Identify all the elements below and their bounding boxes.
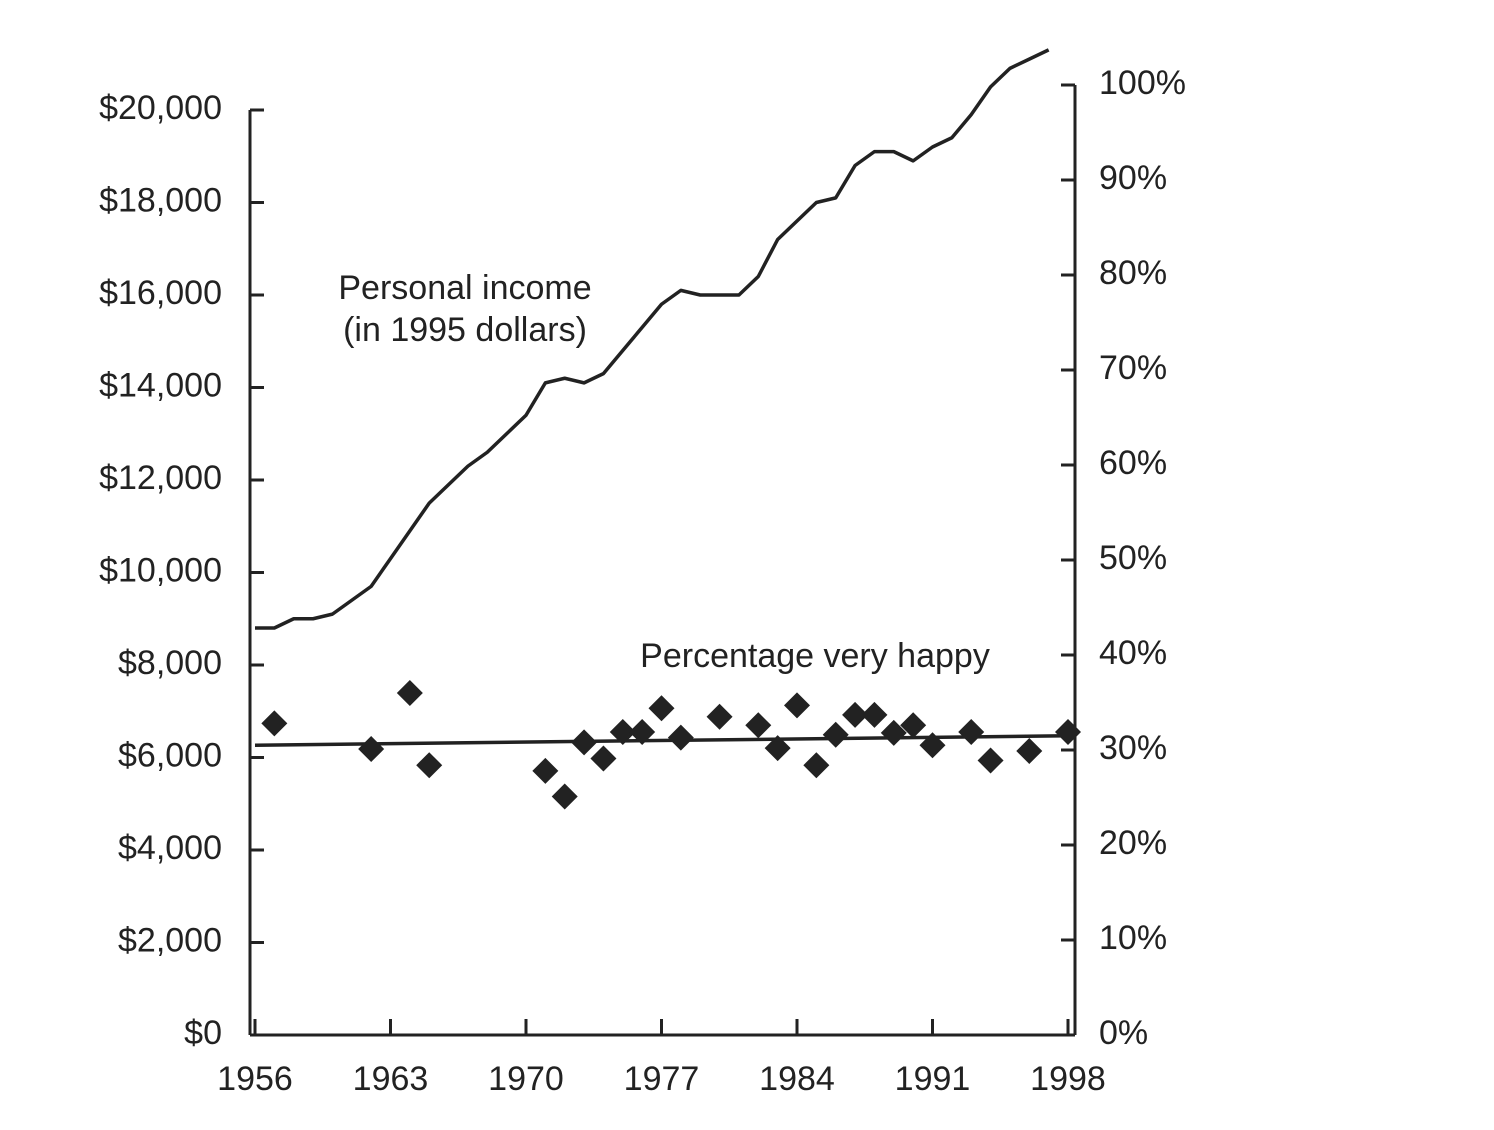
point [667, 724, 694, 751]
point [261, 710, 288, 737]
y2-tick-label: 70% [1099, 349, 1167, 387]
y-tick-label: $4,000 [118, 829, 222, 867]
x-tick-label: 1998 [1030, 1060, 1106, 1098]
point [416, 752, 443, 779]
y2-tick-label: 100% [1099, 64, 1186, 102]
point [532, 757, 559, 784]
point [1055, 718, 1081, 745]
y2-tick-label: 40% [1099, 634, 1167, 672]
point [764, 735, 791, 762]
point [629, 718, 656, 745]
x-tick-label: 1984 [759, 1060, 835, 1098]
point [900, 712, 927, 739]
annotation: Personal income [338, 269, 591, 307]
point [609, 718, 636, 745]
x-tick-label: 1991 [895, 1060, 971, 1098]
y2-tick-label: 60% [1099, 444, 1167, 482]
y2-tick-label: 50% [1099, 539, 1167, 577]
point [1016, 737, 1043, 764]
y2-tick-label: 10% [1099, 919, 1167, 957]
y2-tick-label: 20% [1099, 824, 1167, 862]
point [958, 718, 985, 745]
y-tick-label: $16,000 [99, 274, 222, 312]
point [706, 703, 733, 730]
x-tick-label: 1956 [217, 1060, 293, 1098]
point [648, 695, 675, 722]
point [590, 745, 617, 772]
point [822, 721, 849, 748]
point [842, 701, 869, 728]
point [358, 736, 385, 763]
x-tick-label: 1970 [488, 1060, 564, 1098]
point [551, 783, 578, 810]
annotation: (in 1995 dollars) [343, 311, 587, 349]
point [745, 712, 772, 739]
point [396, 680, 423, 706]
y-tick-label: $20,000 [99, 89, 222, 127]
line [255, 48, 1050, 630]
point [977, 747, 1004, 774]
x-tick-label: 1963 [353, 1060, 429, 1098]
y-tick-label: $12,000 [99, 459, 222, 497]
x-tick-label: 1977 [624, 1060, 700, 1098]
y-tick-label: $14,000 [99, 366, 222, 404]
y-tick-label: $6,000 [118, 736, 222, 774]
line [254, 734, 1069, 747]
y2-tick-label: 0% [1099, 1014, 1148, 1052]
y-tick-label: $2,000 [118, 921, 222, 959]
y2-tick-label: 90% [1099, 159, 1167, 197]
point [861, 701, 888, 728]
point [803, 752, 830, 779]
y-tick-label: $18,000 [99, 181, 222, 219]
annotation: Percentage very happy [640, 637, 990, 675]
y2-tick-label: 80% [1099, 254, 1167, 292]
y-tick-label: $0 [184, 1014, 222, 1052]
y2-tick-label: 30% [1099, 729, 1167, 767]
y-tick-label: $10,000 [99, 551, 222, 589]
point [784, 692, 810, 719]
y-tick-label: $8,000 [118, 644, 222, 682]
